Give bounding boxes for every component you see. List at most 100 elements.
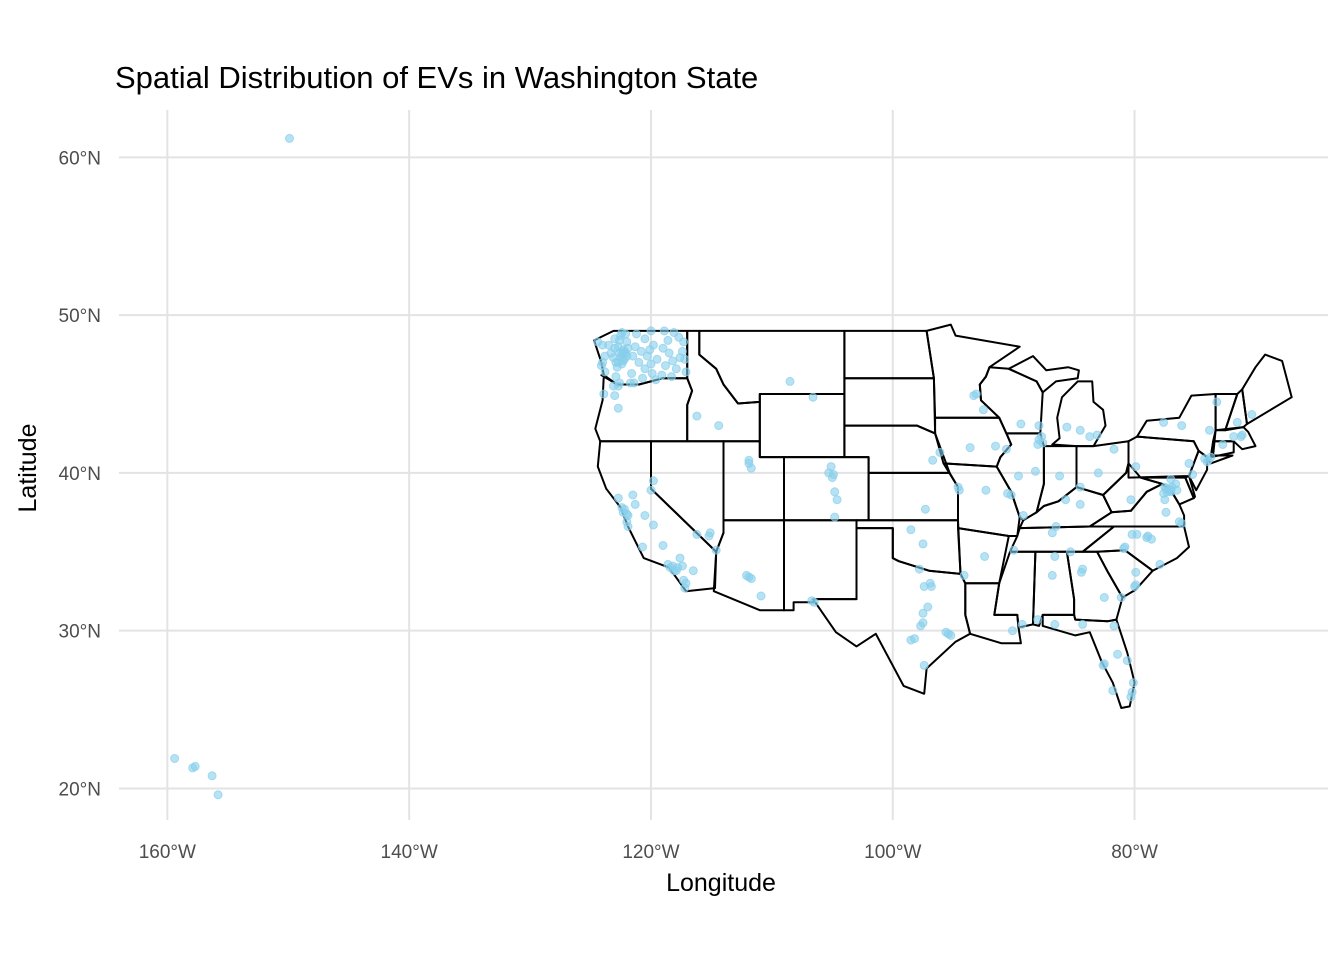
ev-point xyxy=(824,468,834,478)
ev-point xyxy=(906,525,916,535)
state-outline-mt xyxy=(698,329,846,405)
ev-point xyxy=(1232,417,1242,427)
ev-point xyxy=(622,351,632,361)
ev-point xyxy=(622,337,632,347)
ev-point xyxy=(935,447,945,457)
ev-point xyxy=(1229,432,1239,442)
ev-point xyxy=(630,499,640,509)
state-outline-fl xyxy=(1041,613,1136,709)
state-outline-de xyxy=(1184,475,1196,500)
ev-point xyxy=(1205,425,1214,435)
ev-point xyxy=(925,578,935,588)
ev-point xyxy=(213,790,223,800)
ev-point xyxy=(1098,660,1108,670)
y-tick-label: 60°N xyxy=(59,148,101,169)
ev-point xyxy=(648,520,658,530)
ev-point xyxy=(1131,580,1141,590)
ev-point xyxy=(640,334,650,344)
ev-point xyxy=(170,754,180,763)
ev-point xyxy=(1092,430,1102,440)
ev-point xyxy=(207,771,217,781)
ev-point xyxy=(640,364,650,374)
ev-point xyxy=(1009,545,1019,555)
state-outline-wy xyxy=(758,393,846,459)
ev-point xyxy=(1109,621,1119,631)
ev-point xyxy=(1166,474,1176,484)
x-axis-title: Longitude xyxy=(666,869,776,897)
ev-point xyxy=(1166,485,1176,495)
ev-point xyxy=(918,608,928,618)
ev-point xyxy=(1212,397,1222,407)
ev-point xyxy=(1120,542,1130,552)
ev-point xyxy=(981,485,991,495)
ev-point xyxy=(1033,615,1043,625)
ev-point xyxy=(190,761,200,771)
state-outline-nd xyxy=(843,329,935,380)
ev-point xyxy=(609,381,618,391)
ev-point xyxy=(1184,458,1194,468)
state-outline-nm xyxy=(783,519,858,612)
y-tick-label: 40°N xyxy=(59,464,101,485)
ev-point xyxy=(1159,417,1169,427)
y-tick-label: 30°N xyxy=(59,622,101,643)
ev-point xyxy=(632,329,641,339)
ev-point xyxy=(628,490,638,500)
ev-point xyxy=(1078,619,1088,629)
ev-point xyxy=(600,351,610,361)
ev-point xyxy=(1116,593,1126,602)
ev-point xyxy=(640,511,650,520)
ev-point xyxy=(830,487,840,497)
ev-point xyxy=(1078,564,1088,574)
ev-point xyxy=(598,340,608,350)
ev-point xyxy=(681,367,691,377)
ev-point xyxy=(646,326,656,336)
ev-point xyxy=(1075,425,1085,435)
ev-point xyxy=(619,504,629,514)
ev-point xyxy=(661,361,670,371)
ev-point xyxy=(1218,440,1228,449)
state-outline-ca xyxy=(596,440,718,593)
ev-point xyxy=(679,575,689,585)
ev-point xyxy=(1001,444,1011,454)
ev-point xyxy=(1122,656,1132,666)
ev-point xyxy=(1075,499,1085,509)
ev-point xyxy=(910,634,919,644)
ev-point xyxy=(978,405,988,415)
ev-point xyxy=(1050,619,1060,629)
ev-point xyxy=(1109,444,1119,454)
state-outline-ga xyxy=(1065,550,1124,623)
ev-point xyxy=(599,389,609,399)
ev-point xyxy=(657,370,667,380)
ev-point xyxy=(954,485,964,495)
y-tick-label: 20°N xyxy=(59,779,101,800)
ev-point xyxy=(980,552,990,561)
ev-point xyxy=(1066,547,1075,557)
ev-point xyxy=(1017,619,1027,629)
ev-point xyxy=(663,559,673,569)
ev-point xyxy=(658,343,668,353)
ev-point xyxy=(285,133,294,143)
y-axis-title: Latitude xyxy=(14,424,42,513)
ev-point xyxy=(627,369,637,378)
ev-point xyxy=(1206,452,1216,462)
state-outline-sc xyxy=(1096,549,1154,599)
x-tick-label: 80°W xyxy=(1111,842,1158,863)
state-outline-mo xyxy=(942,462,1021,537)
state-outline-ut xyxy=(722,440,785,522)
ev-point xyxy=(1155,559,1165,569)
ev-points xyxy=(170,133,1257,800)
ev-point xyxy=(688,566,698,576)
state-outline-pa xyxy=(1127,435,1200,479)
ev-point xyxy=(1047,570,1057,580)
ev-point xyxy=(651,375,661,385)
state-outline-co xyxy=(783,456,870,522)
state-outline-ne xyxy=(843,424,951,474)
ev-point xyxy=(1034,421,1044,431)
ev-point xyxy=(1131,567,1141,577)
ev-point xyxy=(991,441,1000,451)
state-outline-mn xyxy=(925,323,1021,419)
ev-point xyxy=(629,378,639,388)
ev-point xyxy=(1061,495,1071,505)
ev-point xyxy=(1062,422,1072,432)
